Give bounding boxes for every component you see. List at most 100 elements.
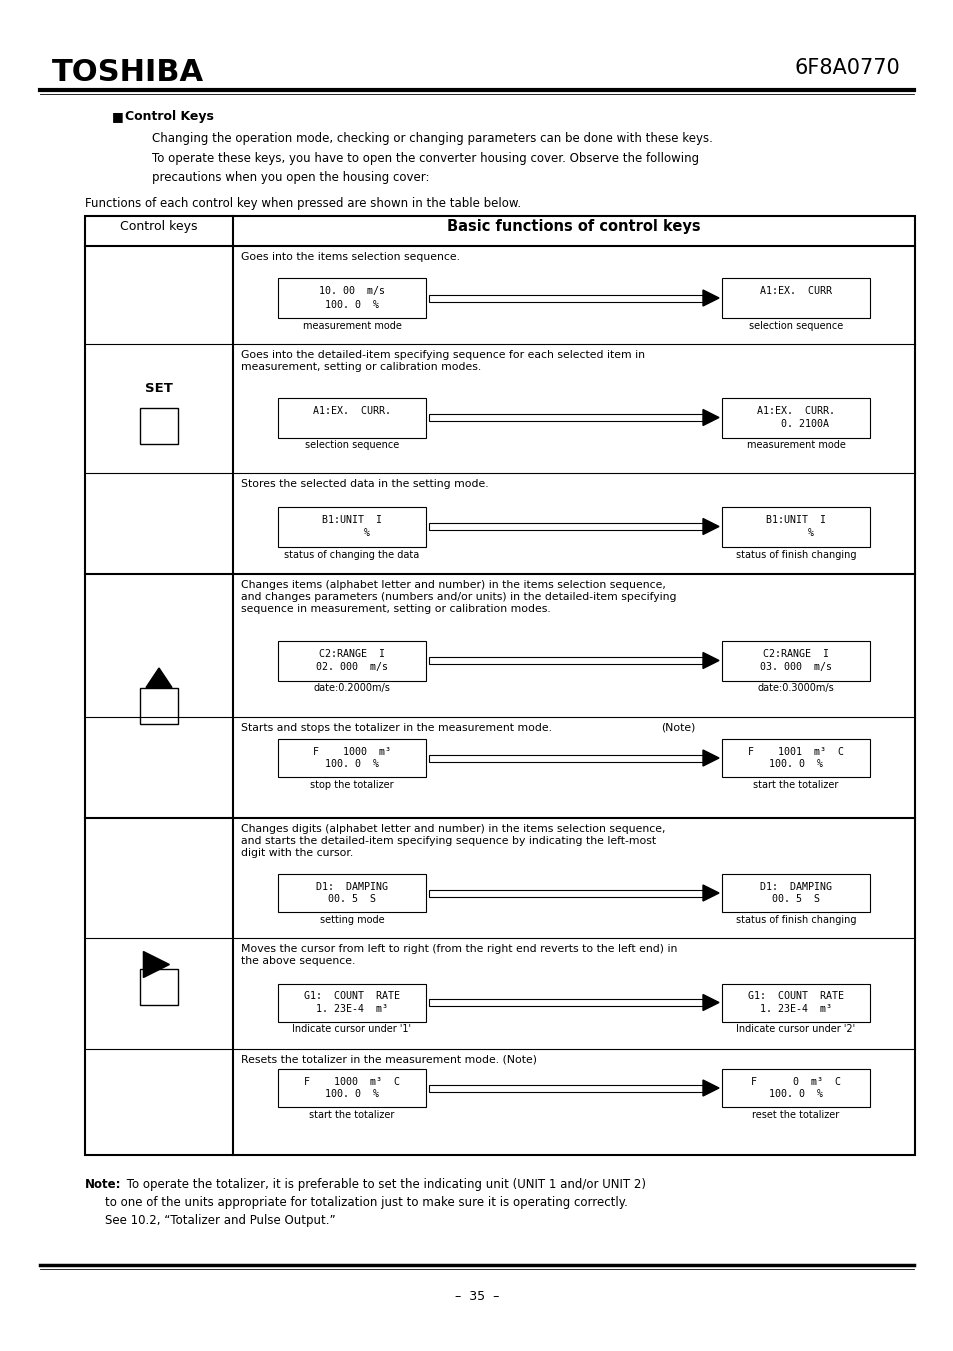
Bar bbox=[721, 507, 869, 547]
Bar bbox=[429, 889, 702, 897]
Text: setting mode: setting mode bbox=[319, 915, 384, 925]
Text: measurement, setting or calibration modes.: measurement, setting or calibration mode… bbox=[241, 362, 480, 372]
Text: Starts and stops the totalizer in the measurement mode.: Starts and stops the totalizer in the me… bbox=[241, 723, 552, 734]
Text: digit with the cursor.: digit with the cursor. bbox=[241, 848, 353, 858]
Text: status of changing the data: status of changing the data bbox=[284, 550, 419, 559]
Text: F      0  m³  C: F 0 m³ C bbox=[750, 1077, 841, 1086]
Text: Resets the totalizer in the measurement mode. (Note): Resets the totalizer in the measurement … bbox=[241, 1055, 537, 1065]
Text: F    1000  m³: F 1000 m³ bbox=[313, 747, 391, 757]
Polygon shape bbox=[702, 290, 719, 305]
Text: D1:  DAMPING: D1: DAMPING bbox=[760, 882, 831, 892]
Polygon shape bbox=[702, 519, 719, 535]
Bar bbox=[721, 397, 869, 438]
Text: date:0.2000m/s: date:0.2000m/s bbox=[314, 684, 390, 693]
Bar bbox=[721, 278, 869, 317]
Text: status of finish changing: status of finish changing bbox=[735, 550, 856, 559]
Text: SET: SET bbox=[145, 381, 172, 394]
Text: To operate these keys, you have to open the converter housing cover. Observe the: To operate these keys, you have to open … bbox=[152, 153, 699, 165]
Text: Changes digits (alphabet letter and number) in the items selection sequence,: Changes digits (alphabet letter and numb… bbox=[241, 824, 665, 834]
Text: F    1001  m³  C: F 1001 m³ C bbox=[747, 747, 843, 757]
Polygon shape bbox=[702, 750, 719, 766]
Text: 02. 000  m/s: 02. 000 m/s bbox=[315, 662, 388, 673]
Text: reset the totalizer: reset the totalizer bbox=[752, 1111, 839, 1120]
Text: B1:UNIT  I: B1:UNIT I bbox=[765, 515, 825, 524]
Text: 100. 0  %: 100. 0 % bbox=[325, 1089, 378, 1100]
Text: Changing the operation mode, checking or changing parameters can be done with th: Changing the operation mode, checking or… bbox=[152, 132, 712, 145]
Text: Stores the selected data in the setting mode.: Stores the selected data in the setting … bbox=[241, 480, 488, 489]
Text: 1. 23E-4  m³: 1. 23E-4 m³ bbox=[315, 1004, 388, 1013]
Text: 00. 5  S: 00. 5 S bbox=[771, 894, 820, 904]
Text: F    1000  m³  C: F 1000 m³ C bbox=[304, 1077, 399, 1086]
Text: stop the totalizer: stop the totalizer bbox=[310, 780, 394, 790]
Text: Moves the cursor from left to right (from the right end reverts to the left end): Moves the cursor from left to right (fro… bbox=[241, 944, 677, 954]
Bar bbox=[429, 1085, 702, 1092]
Bar bbox=[277, 984, 426, 1021]
Text: 0. 2100A: 0. 2100A bbox=[762, 419, 828, 430]
Text: and starts the detailed-item specifying sequence by indicating the left-most: and starts the detailed-item specifying … bbox=[241, 836, 656, 846]
Bar bbox=[429, 754, 702, 762]
Bar bbox=[429, 413, 702, 422]
Text: 100. 0  %: 100. 0 % bbox=[325, 759, 378, 769]
Text: Control keys: Control keys bbox=[120, 220, 197, 232]
Text: sequence in measurement, setting or calibration modes.: sequence in measurement, setting or cali… bbox=[241, 604, 550, 613]
Bar bbox=[140, 688, 178, 724]
Text: selection sequence: selection sequence bbox=[748, 322, 842, 331]
Bar bbox=[721, 739, 869, 777]
Text: 100. 0  %: 100. 0 % bbox=[768, 759, 822, 769]
Bar bbox=[429, 523, 702, 530]
Text: C2:RANGE  I: C2:RANGE I bbox=[762, 648, 828, 659]
Text: D1:  DAMPING: D1: DAMPING bbox=[315, 882, 388, 892]
Text: %: % bbox=[778, 528, 813, 538]
Bar bbox=[721, 874, 869, 912]
Polygon shape bbox=[702, 653, 719, 669]
Bar bbox=[429, 657, 702, 663]
Text: Indicate cursor under '1': Indicate cursor under '1' bbox=[293, 1024, 411, 1035]
Text: ■: ■ bbox=[112, 109, 124, 123]
Bar bbox=[277, 278, 426, 317]
Text: precautions when you open the housing cover:: precautions when you open the housing co… bbox=[152, 172, 429, 184]
Bar bbox=[277, 507, 426, 547]
Text: G1:  COUNT  RATE: G1: COUNT RATE bbox=[304, 992, 399, 1001]
Text: Goes into the detailed-item specifying sequence for each selected item in: Goes into the detailed-item specifying s… bbox=[241, 350, 644, 359]
Text: Indicate cursor under '2': Indicate cursor under '2' bbox=[736, 1024, 855, 1035]
Text: A1:EX.  CURR.: A1:EX. CURR. bbox=[313, 405, 391, 416]
Bar bbox=[429, 998, 702, 1006]
Text: measurement mode: measurement mode bbox=[746, 440, 844, 450]
Text: Functions of each control key when pressed are shown in the table below.: Functions of each control key when press… bbox=[85, 197, 520, 209]
Text: start the totalizer: start the totalizer bbox=[309, 1111, 395, 1120]
Text: %: % bbox=[334, 528, 370, 538]
Text: status of finish changing: status of finish changing bbox=[735, 915, 856, 925]
Text: 100. 0  %: 100. 0 % bbox=[768, 1089, 822, 1100]
Text: and changes parameters (numbers and/or units) in the detailed-item specifying: and changes parameters (numbers and/or u… bbox=[241, 592, 676, 603]
Text: 100. 0  %: 100. 0 % bbox=[325, 300, 378, 309]
Text: to one of the units appropriate for totalization just to make sure it is operati: to one of the units appropriate for tota… bbox=[105, 1196, 627, 1209]
Bar bbox=[140, 969, 178, 1005]
Text: Note:: Note: bbox=[85, 1178, 121, 1192]
Text: 10. 00  m/s: 10. 00 m/s bbox=[318, 286, 385, 296]
Bar bbox=[277, 874, 426, 912]
Text: G1:  COUNT  RATE: G1: COUNT RATE bbox=[747, 992, 843, 1001]
Text: TOSHIBA: TOSHIBA bbox=[52, 58, 204, 86]
Bar bbox=[140, 408, 178, 444]
Text: –  35  –: – 35 – bbox=[455, 1290, 498, 1302]
Polygon shape bbox=[702, 409, 719, 426]
Bar bbox=[429, 295, 702, 301]
Text: the above sequence.: the above sequence. bbox=[241, 957, 355, 966]
Text: A1:EX.  CURR: A1:EX. CURR bbox=[760, 286, 831, 296]
Polygon shape bbox=[702, 885, 719, 901]
Bar bbox=[721, 1069, 869, 1106]
Bar bbox=[85, 216, 914, 1155]
Text: To operate the totalizer, it is preferable to set the indicating unit (UNIT 1 an: To operate the totalizer, it is preferab… bbox=[123, 1178, 645, 1192]
Text: Changes items (alphabet letter and number) in the items selection sequence,: Changes items (alphabet letter and numbe… bbox=[241, 580, 665, 590]
Text: (Note): (Note) bbox=[660, 723, 695, 734]
Text: start the totalizer: start the totalizer bbox=[753, 780, 838, 790]
Polygon shape bbox=[702, 994, 719, 1011]
Text: Goes into the items selection sequence.: Goes into the items selection sequence. bbox=[241, 253, 459, 262]
Bar bbox=[277, 1069, 426, 1106]
Bar bbox=[721, 984, 869, 1021]
Text: Control Keys: Control Keys bbox=[125, 109, 213, 123]
Text: A1:EX.  CURR.: A1:EX. CURR. bbox=[757, 405, 834, 416]
Text: 03. 000  m/s: 03. 000 m/s bbox=[760, 662, 831, 673]
Text: C2:RANGE  I: C2:RANGE I bbox=[318, 648, 385, 659]
Text: 6F8A0770: 6F8A0770 bbox=[794, 58, 899, 78]
